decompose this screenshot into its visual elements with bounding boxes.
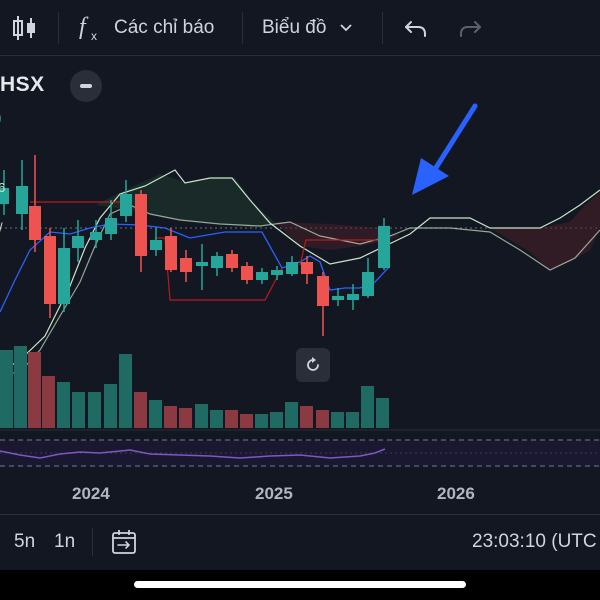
top-toolbar: f x Các chỉ báo Biểu đồ xyxy=(0,0,600,56)
candlestick-type-button[interactable] xyxy=(10,0,38,55)
range-1y-button[interactable]: 1n xyxy=(54,531,76,552)
candle-body xyxy=(362,272,374,296)
conversion-box xyxy=(155,237,283,301)
chevron-down-icon xyxy=(340,23,353,31)
candle-body xyxy=(347,294,359,300)
svg-text:x: x xyxy=(91,29,97,43)
candle-body xyxy=(165,236,177,270)
reset-chart-button[interactable] xyxy=(296,348,330,382)
symbol-label[interactable]: HSX xyxy=(0,73,45,96)
volume-bar xyxy=(179,408,192,428)
volume-bar xyxy=(28,352,41,428)
bottom-separator xyxy=(92,528,93,556)
chart-canvas[interactable] xyxy=(0,56,600,514)
redo-button[interactable] xyxy=(457,0,483,55)
undo-button[interactable] xyxy=(403,0,429,55)
candle-body xyxy=(271,270,283,275)
volume-bar xyxy=(300,406,313,428)
volume-bar xyxy=(14,346,27,428)
clock-timezone[interactable]: 23:03:10 (UTC xyxy=(472,531,597,552)
x-axis-year-label: 2025 xyxy=(255,484,293,503)
candle-body xyxy=(44,236,56,304)
volume-bar xyxy=(164,406,177,428)
volume-bar xyxy=(42,376,55,428)
toolbar-separator xyxy=(382,12,383,44)
chart-type-dropdown[interactable]: Biểu đồ xyxy=(262,0,354,55)
volume-bar xyxy=(72,392,85,428)
candle-body xyxy=(72,236,84,248)
arrow-annotation xyxy=(412,103,478,195)
chart-type-label: Biểu đồ xyxy=(262,16,327,38)
svg-text:f: f xyxy=(79,14,89,40)
date-range-button[interactable] xyxy=(110,514,138,570)
volume-bar xyxy=(149,400,162,428)
volume-bar xyxy=(104,384,117,428)
minimize-icon[interactable] xyxy=(70,70,102,102)
volume-bar xyxy=(361,386,374,428)
ichimoku-cloud-bear xyxy=(490,192,600,270)
candle-body xyxy=(226,254,238,268)
volume-bar xyxy=(240,414,253,428)
indicators-button[interactable]: f x Các chỉ báo xyxy=(78,0,214,55)
volume-bar xyxy=(0,350,13,428)
candle-body xyxy=(120,194,132,216)
legend-indicator-mark: / xyxy=(0,220,3,235)
legend-indicator-mark: ) xyxy=(0,109,2,125)
candle-body xyxy=(211,256,223,268)
ichimoku-base-line xyxy=(0,223,391,313)
volume-bar xyxy=(134,392,147,428)
volume-bar xyxy=(316,410,329,428)
candlestick-icon xyxy=(13,15,35,40)
candle-body xyxy=(180,258,192,272)
volume-bar xyxy=(88,392,101,428)
volume-bar xyxy=(255,414,268,428)
candle-body xyxy=(286,262,298,274)
volume-bar xyxy=(195,404,208,428)
x-axis-year-label: 2026 xyxy=(437,484,475,503)
ichimoku-senkou-a xyxy=(0,169,600,373)
candle-body xyxy=(150,240,162,250)
function-icon: f x xyxy=(79,14,97,43)
candle-body xyxy=(135,194,147,256)
candle-body xyxy=(0,188,9,204)
volume-bar xyxy=(346,412,359,428)
redo-icon xyxy=(460,20,481,37)
toolbar-separator xyxy=(58,12,59,44)
volume-bar xyxy=(331,412,344,428)
candle-body xyxy=(256,272,268,280)
bottom-toolbar xyxy=(0,514,600,571)
candle-body xyxy=(105,218,117,234)
candle-body xyxy=(16,186,28,214)
volume-bar xyxy=(376,398,389,428)
candle-body xyxy=(241,266,253,280)
date-range-icon xyxy=(112,530,136,554)
legend-indicator-mark: 6 xyxy=(0,180,5,195)
home-indicator[interactable] xyxy=(134,581,466,588)
candle-body xyxy=(29,206,41,240)
reset-icon xyxy=(307,357,319,371)
volume-bars xyxy=(0,346,389,428)
candle-body xyxy=(196,262,208,266)
candle-body xyxy=(301,262,313,274)
volume-bar xyxy=(119,354,132,428)
candle-body xyxy=(317,276,329,306)
volume-bar xyxy=(285,402,298,428)
volume-bar xyxy=(57,382,70,428)
candle-body xyxy=(58,248,70,304)
ichimoku-senkou-b xyxy=(0,204,600,376)
indicators-label: Các chỉ báo xyxy=(114,16,215,38)
volume-bar xyxy=(225,410,238,428)
candle-body xyxy=(332,296,344,300)
candle-body xyxy=(378,226,390,268)
range-5y-button[interactable]: 5n xyxy=(14,531,36,552)
volume-bar xyxy=(270,412,283,428)
rsi-line xyxy=(0,448,386,459)
toolbar-separator xyxy=(242,12,243,44)
x-axis-year-label: 2024 xyxy=(72,484,110,503)
volume-bar xyxy=(210,410,223,428)
candles xyxy=(0,155,390,336)
candle-body xyxy=(90,232,102,240)
undo-icon xyxy=(405,20,426,37)
